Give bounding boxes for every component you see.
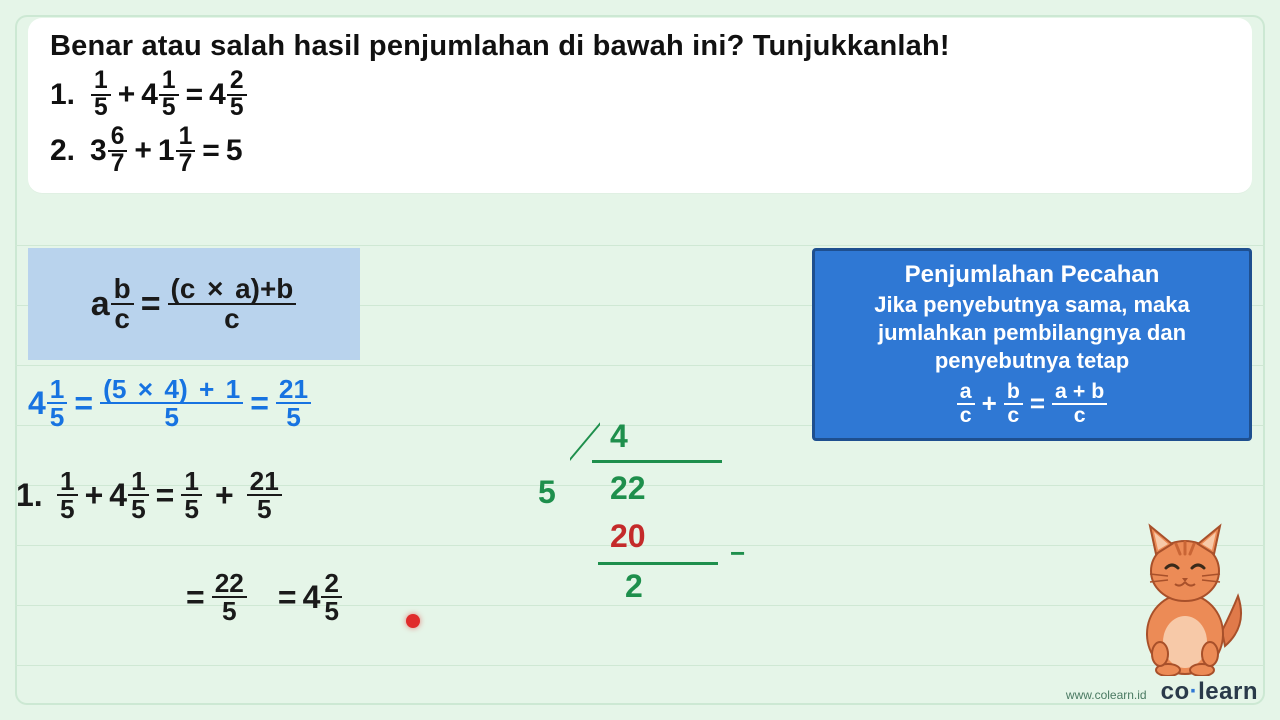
ld-line [598, 562, 718, 565]
conversion-line: 4 1 5 = (5 × 4) + 1 5 = 21 5 [28, 376, 312, 430]
site-url: www.colearn.id [1066, 688, 1147, 702]
logo: co·learn [1161, 678, 1258, 706]
q1-eq: = [186, 80, 204, 110]
conv-expand: (5 × 4) + 1 5 [100, 376, 243, 430]
pointer-dot [406, 614, 420, 628]
ld-bar [592, 460, 722, 463]
ld-remainder: 2 [625, 568, 643, 605]
step-1: 1. 15 + 4 15 = 15 + 215 [16, 468, 283, 522]
q2-mixed-a: 3 6 7 [90, 125, 128, 176]
q2-eq: = [202, 136, 220, 166]
question-item-2: 2. 3 6 7 + 1 1 7 = 5 [50, 123, 1230, 179]
info-formula: ac + bc = a + bc [829, 381, 1235, 426]
ld-quotient: 4 [610, 418, 628, 455]
cat-icon [1120, 516, 1250, 676]
q2-plus: + [134, 136, 152, 166]
q1-frac-a: 1 5 [91, 69, 111, 120]
q1-number: 1. [50, 80, 90, 110]
q2-number: 2. [50, 136, 90, 166]
question-item-1: 1. 1 5 + 4 1 5 = 4 2 5 [50, 67, 1230, 123]
branding: www.colearn.id co·learn [1066, 678, 1258, 706]
notebook-line [15, 245, 1265, 246]
q1-plus: + [118, 80, 136, 110]
ld-minus: − [730, 538, 745, 569]
info-title: Penjumlahan Pecahan [829, 261, 1235, 289]
info-body: Jika penyebutnya sama, maka jumlahkan pe… [829, 291, 1235, 375]
q1-rhs: 4 2 5 [209, 69, 247, 120]
q2-mixed-b: 1 1 7 [158, 125, 196, 176]
q1-mixed-b: 4 1 5 [141, 69, 179, 120]
s1-num: 1. [16, 477, 56, 514]
notebook-line [15, 665, 1265, 666]
conv-mixed: 4 1 5 [28, 376, 68, 430]
formula-rhs: (c × a)+b c [168, 275, 297, 333]
ld-subtrahend: 20 [610, 518, 646, 555]
ld-divisor: 5 [538, 474, 556, 511]
formula-box: a b c = (c × a)+b c [28, 248, 360, 360]
question-card: Benar atau salah hasil penjumlahan di ba… [28, 18, 1252, 193]
formula-lhs: a b c [91, 275, 135, 333]
question-title: Benar atau salah hasil penjumlahan di ba… [50, 30, 1230, 63]
step-2: = 225 = 4 25 [180, 570, 343, 624]
formula-eq: = [141, 285, 161, 324]
conv-result: 21 5 [276, 376, 311, 430]
q2-rhs: 5 [226, 136, 243, 166]
ld-dividend: 22 [610, 470, 646, 507]
info-box: Penjumlahan Pecahan Jika penyebutnya sam… [812, 248, 1252, 441]
